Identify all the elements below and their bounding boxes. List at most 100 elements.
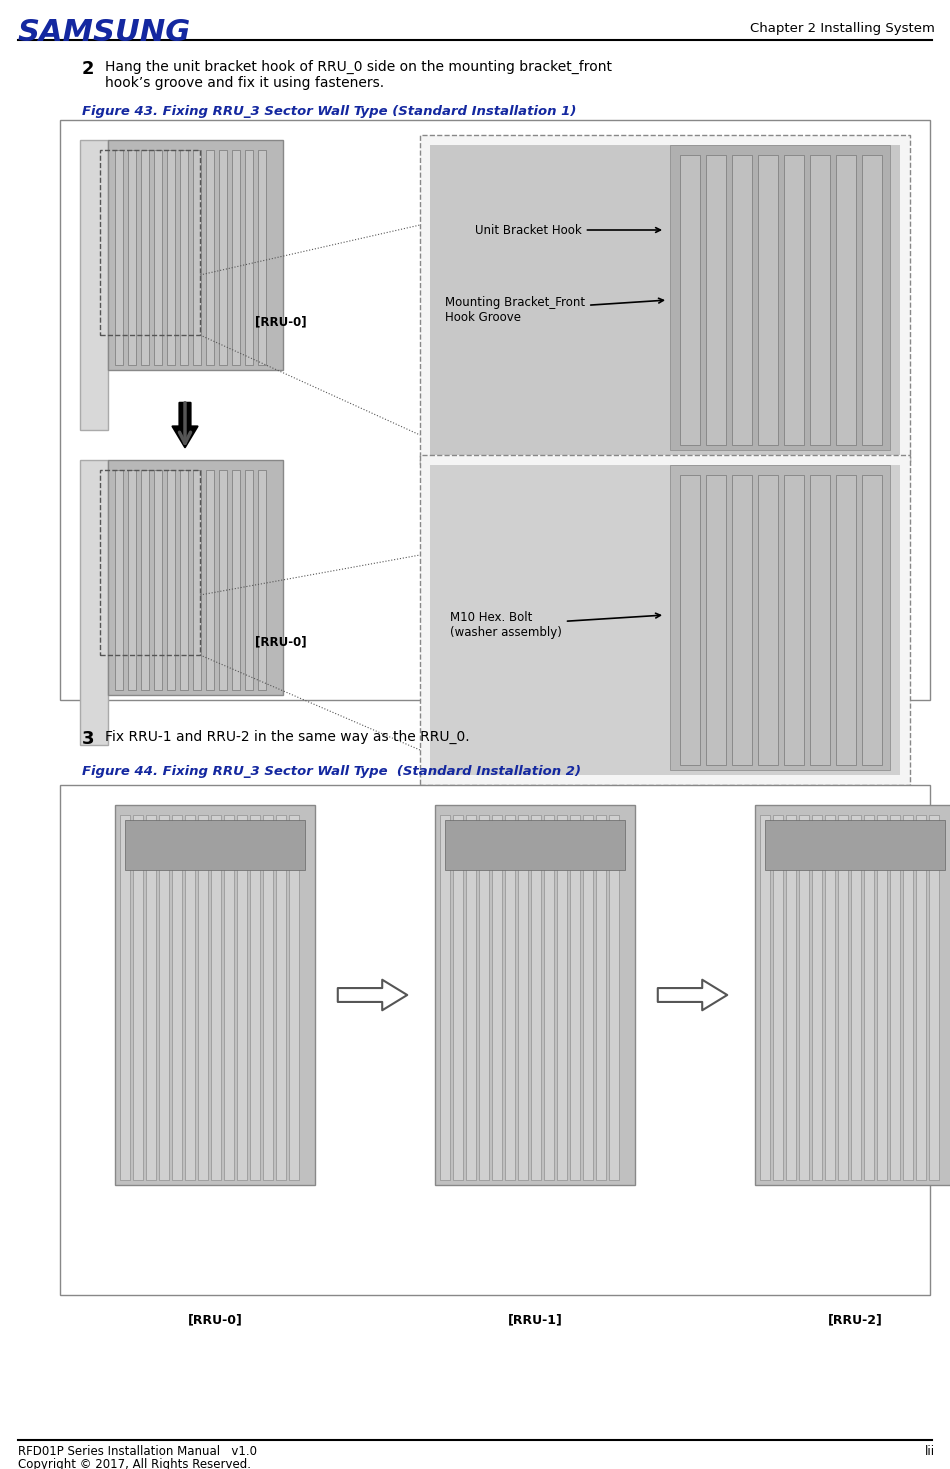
Bar	[531, 815, 541, 1180]
Text: [RRU-0]: [RRU-0]	[255, 635, 307, 648]
Bar	[232, 150, 240, 364]
Bar	[758, 474, 778, 765]
Bar	[596, 815, 606, 1180]
Bar	[258, 150, 266, 364]
Bar	[864, 815, 874, 1180]
Bar	[219, 470, 227, 690]
Text: Copyright © 2017, All Rights Reserved.: Copyright © 2017, All Rights Reserved.	[18, 1459, 251, 1469]
Bar	[445, 820, 625, 870]
Bar	[570, 815, 580, 1180]
FancyBboxPatch shape	[108, 140, 283, 370]
Bar	[211, 815, 221, 1180]
Bar	[670, 466, 890, 770]
Bar	[141, 470, 149, 690]
Bar	[250, 815, 260, 1180]
Bar	[224, 815, 234, 1180]
Bar	[492, 815, 502, 1180]
Bar	[810, 474, 830, 765]
Bar	[219, 150, 227, 364]
Bar	[80, 460, 108, 745]
Bar	[518, 815, 528, 1180]
Bar	[258, 470, 266, 690]
Bar	[263, 815, 273, 1180]
Text: [RRU-0]: [RRU-0]	[187, 1313, 242, 1327]
Text: SAMSUNG: SAMSUNG	[18, 18, 191, 47]
Bar	[903, 815, 913, 1180]
Bar	[430, 145, 900, 455]
Bar	[812, 815, 822, 1180]
Bar	[706, 474, 726, 765]
Bar	[206, 470, 214, 690]
Bar	[146, 815, 156, 1180]
Bar	[193, 470, 201, 690]
Bar	[557, 815, 567, 1180]
Bar	[430, 466, 900, 776]
Bar	[670, 145, 890, 450]
Bar	[773, 815, 783, 1180]
Bar	[100, 150, 200, 335]
Bar	[115, 150, 123, 364]
Bar	[440, 815, 450, 1180]
Bar	[185, 815, 195, 1180]
Text: [RRU-0]: [RRU-0]	[255, 314, 307, 328]
Bar	[172, 815, 182, 1180]
Text: Fix RRU-1 and RRU-2 in the same way as the RRU_0.: Fix RRU-1 and RRU-2 in the same way as t…	[105, 730, 469, 745]
FancyBboxPatch shape	[108, 460, 283, 695]
Bar	[289, 815, 299, 1180]
Bar	[154, 150, 162, 364]
Bar	[836, 474, 856, 765]
Bar	[505, 815, 515, 1180]
Bar	[466, 815, 476, 1180]
Bar	[810, 156, 830, 445]
Bar	[125, 820, 305, 870]
Bar	[758, 156, 778, 445]
Bar	[851, 815, 861, 1180]
FancyArrowPatch shape	[338, 980, 408, 1011]
Bar	[232, 470, 240, 690]
Bar	[784, 474, 804, 765]
Bar	[206, 150, 214, 364]
Bar	[100, 470, 200, 655]
Bar	[916, 815, 926, 1180]
Bar	[120, 815, 130, 1180]
Bar	[680, 156, 700, 445]
Bar	[765, 820, 945, 870]
Bar	[167, 470, 175, 690]
Bar	[544, 815, 554, 1180]
Bar	[890, 815, 900, 1180]
FancyArrowPatch shape	[173, 403, 198, 447]
Bar	[180, 150, 188, 364]
Bar	[836, 156, 856, 445]
Bar	[128, 150, 136, 364]
Bar	[420, 455, 910, 784]
Bar	[159, 815, 169, 1180]
Text: lii: lii	[925, 1445, 935, 1459]
Bar	[245, 470, 253, 690]
Bar	[198, 815, 208, 1180]
Bar	[786, 815, 796, 1180]
Bar	[141, 150, 149, 364]
Bar	[825, 815, 835, 1180]
Bar	[799, 815, 809, 1180]
Bar	[193, 150, 201, 364]
Bar	[755, 805, 950, 1185]
Text: Chapter 2 Installing System: Chapter 2 Installing System	[750, 22, 935, 35]
Text: 3: 3	[82, 730, 94, 748]
Text: Unit Bracket Hook: Unit Bracket Hook	[475, 223, 660, 237]
Bar	[453, 815, 463, 1180]
Bar	[784, 156, 804, 445]
Bar	[154, 470, 162, 690]
Bar	[435, 805, 635, 1185]
Bar	[732, 474, 752, 765]
Bar	[80, 140, 108, 430]
Bar	[167, 150, 175, 364]
Bar	[479, 815, 489, 1180]
Bar	[115, 805, 315, 1185]
Text: Figure 44. Fixing RRU_3 Sector Wall Type  (Standard Installation 2): Figure 44. Fixing RRU_3 Sector Wall Type…	[82, 765, 581, 779]
Bar	[862, 474, 882, 765]
Bar	[838, 815, 848, 1180]
Bar	[420, 135, 910, 466]
Bar	[128, 470, 136, 690]
Bar	[60, 120, 930, 701]
Bar	[877, 815, 887, 1180]
